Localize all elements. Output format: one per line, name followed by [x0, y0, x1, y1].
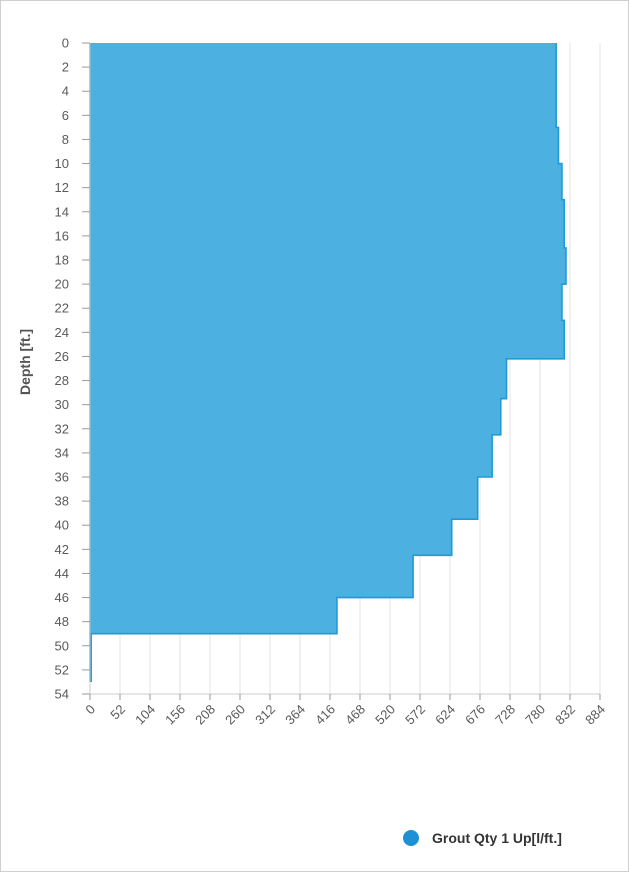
x-tick-label-208: 208: [192, 702, 218, 728]
x-tick-label-676: 676: [462, 702, 488, 728]
y-tick-label-12: 12: [55, 180, 69, 195]
y-tick-label-6: 6: [62, 108, 69, 123]
legend-label: Grout Qty 1 Up[l/ft.]: [432, 830, 562, 846]
x-tick-label-728: 728: [492, 702, 518, 728]
series-fill: [90, 43, 566, 682]
y-tick-label-42: 42: [55, 542, 69, 557]
x-tick-label-572: 572: [402, 702, 428, 728]
y-tick-label-32: 32: [55, 421, 69, 436]
x-tick-label-156: 156: [162, 702, 188, 728]
legend[interactable]: Grout Qty 1 Up[l/ft.]: [403, 830, 562, 846]
x-tick-label-780: 780: [522, 702, 548, 728]
x-tick-label-260: 260: [222, 702, 248, 728]
x-tick-label-104: 104: [132, 702, 158, 728]
y-tick-label-22: 22: [55, 301, 69, 316]
x-tick-label-520: 520: [372, 702, 398, 728]
x-tick-label-416: 416: [312, 702, 338, 728]
y-tick-label-14: 14: [55, 204, 69, 219]
y-tick-label-34: 34: [55, 445, 69, 460]
y-tick-label-10: 10: [55, 156, 69, 171]
x-tick-label-884: 884: [582, 702, 608, 728]
y-tick-label-16: 16: [55, 228, 69, 243]
y-tick-label-24: 24: [55, 325, 69, 340]
x-tick-label-52: 52: [107, 702, 128, 723]
x-tick-label-0: 0: [82, 702, 98, 718]
x-tick-label-624: 624: [432, 702, 458, 728]
y-axis: 0246810121416182022242628303234363840424…: [55, 36, 91, 702]
x-tick-label-468: 468: [342, 702, 368, 728]
y-tick-label-46: 46: [55, 590, 69, 605]
y-tick-label-50: 50: [55, 638, 69, 653]
y-tick-label-48: 48: [55, 614, 69, 629]
y-tick-label-4: 4: [62, 84, 69, 99]
x-tick-label-364: 364: [282, 702, 308, 728]
x-tick-label-312: 312: [252, 702, 278, 728]
y-axis-title: Depth [ft.]: [17, 329, 33, 395]
y-tick-label-52: 52: [55, 662, 69, 677]
y-tick-label-30: 30: [55, 397, 69, 412]
series-line: [90, 43, 567, 682]
y-tick-label-44: 44: [55, 566, 69, 581]
y-tick-label-38: 38: [55, 494, 69, 509]
legend-marker-icon: [403, 830, 419, 846]
x-tick-label-832: 832: [552, 702, 578, 728]
y-tick-label-54: 54: [55, 687, 69, 702]
y-tick-label-2: 2: [62, 60, 69, 75]
x-axis: 0 52 104 156 208 260 312 364 416 468 520 572 624 676 7…: [82, 693, 608, 728]
series-area: [89, 43, 567, 682]
y-tick-label-18: 18: [55, 253, 69, 268]
y-tick-label-0: 0: [62, 36, 69, 51]
y-tick-label-28: 28: [55, 373, 69, 388]
y-tick-label-26: 26: [55, 349, 69, 364]
y-tick-label-40: 40: [55, 518, 69, 533]
y-tick-label-36: 36: [55, 470, 69, 485]
y-tick-label-8: 8: [62, 132, 69, 147]
y-tick-label-20: 20: [55, 277, 69, 292]
